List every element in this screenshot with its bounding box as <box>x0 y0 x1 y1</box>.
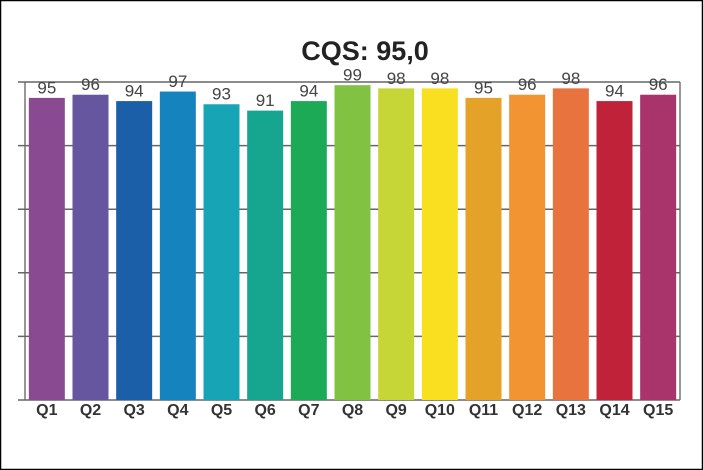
bar <box>552 88 589 401</box>
value-label: 97 <box>168 72 187 91</box>
bar <box>509 94 546 400</box>
value-label: 95 <box>474 78 493 97</box>
value-label: 94 <box>125 82 144 101</box>
x-tick-label: Q6 <box>254 402 275 419</box>
value-label: 98 <box>561 69 580 88</box>
bar <box>116 101 153 400</box>
x-tick-label: Q4 <box>167 402 188 419</box>
value-label: 96 <box>649 75 668 94</box>
x-tick-label: Q11 <box>469 402 498 419</box>
value-label: 95 <box>37 78 56 97</box>
bar <box>247 110 284 401</box>
bar <box>421 88 458 401</box>
value-label: 98 <box>430 69 449 88</box>
bar <box>72 94 109 400</box>
x-tick-label: Q15 <box>643 402 673 419</box>
value-label: 94 <box>299 82 318 101</box>
x-tick-label: Q10 <box>425 402 455 419</box>
bar <box>203 104 240 400</box>
chart-title: CQS: 95,0 <box>301 36 429 66</box>
x-tick-label: Q12 <box>512 402 542 419</box>
x-tick-label: Q5 <box>211 402 232 419</box>
value-label: 94 <box>605 82 624 101</box>
bar <box>640 94 677 400</box>
bar <box>465 97 502 401</box>
bar <box>28 97 65 401</box>
bar <box>596 101 633 400</box>
value-label: 99 <box>343 66 362 85</box>
x-tick-label: Q14 <box>599 402 629 419</box>
value-label: 93 <box>212 85 231 104</box>
x-tick-label: Q1 <box>36 402 57 419</box>
bar <box>334 85 371 401</box>
x-tick-label: Q2 <box>80 402 101 419</box>
value-label: 91 <box>256 91 275 110</box>
x-tick-label: Q8 <box>342 402 363 419</box>
bar <box>159 91 196 400</box>
value-label: 96 <box>81 75 100 94</box>
x-tick-label: Q7 <box>298 402 319 419</box>
x-tick-label: Q3 <box>123 402 144 419</box>
bar <box>378 88 415 401</box>
value-label: 98 <box>387 69 406 88</box>
x-tick-label: Q9 <box>385 402 406 419</box>
value-label: 96 <box>518 75 537 94</box>
x-tick-label: Q13 <box>556 402 586 419</box>
bar <box>290 101 327 400</box>
